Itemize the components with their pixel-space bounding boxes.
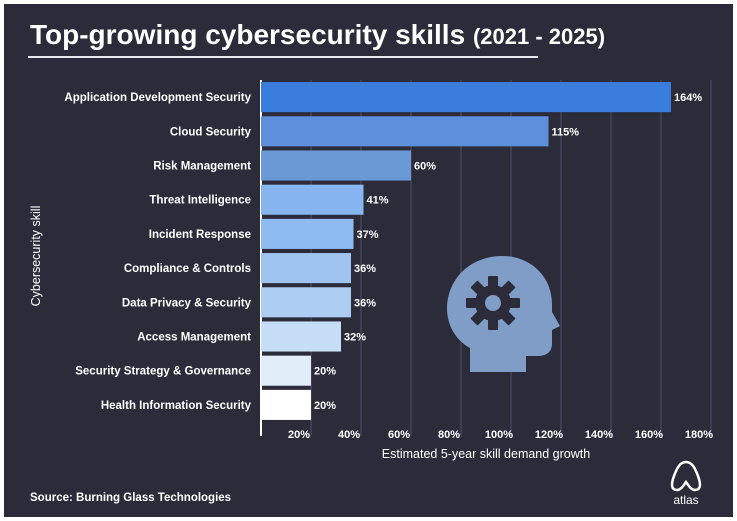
data-label: 164%	[674, 92, 702, 104]
x-tick-labels: 20% 40% 60% 80% 100% 120% 140% 160% 180%	[288, 429, 713, 441]
bar	[261, 287, 351, 318]
title-underline	[28, 56, 538, 58]
category-label: Threat Intelligence	[149, 195, 251, 207]
bar	[261, 82, 671, 113]
x-tick-label: 180%	[685, 429, 713, 441]
data-label: 41%	[367, 195, 389, 207]
data-label: 36%	[354, 297, 376, 309]
data-label: 60%	[414, 161, 436, 173]
x-tick-label: 60%	[388, 429, 410, 441]
category-label: Incident Response	[149, 229, 251, 241]
bars	[261, 82, 671, 420]
data-labels: 164% 115% 60% 41% 37% 36% 36% 32% 20% 20%	[314, 92, 702, 412]
data-label: 20%	[314, 400, 336, 412]
x-tick-label: 40%	[338, 429, 360, 441]
category-label: Compliance & Controls	[124, 263, 251, 275]
x-tick-label: 140%	[585, 429, 613, 441]
category-label: Risk Management	[153, 161, 251, 173]
bar	[261, 218, 354, 249]
bar	[261, 389, 311, 420]
bar	[261, 116, 549, 147]
data-label: 115%	[552, 126, 580, 138]
y-axis-title: Cybersecurity skill	[29, 206, 43, 307]
data-label: 20%	[314, 366, 336, 378]
bar	[261, 355, 311, 386]
title-main: Top-growing cybersecurity skills	[30, 19, 466, 50]
page-title: Top-growing cybersecurity skills (2021 -…	[30, 18, 605, 54]
x-tick-label: 160%	[635, 429, 663, 441]
x-tick-label: 20%	[288, 429, 310, 441]
x-tick-label: 100%	[485, 429, 513, 441]
bar	[261, 150, 411, 181]
category-label: Cloud Security	[170, 126, 252, 138]
bar	[261, 184, 364, 215]
title-year-range: (2021 - 2025)	[472, 24, 606, 49]
category-label: Health Information Security	[101, 400, 252, 412]
source-note: Source: Burning Glass Technologies	[30, 492, 232, 504]
category-label: Data Privacy & Security	[122, 297, 252, 309]
gear-tooth	[508, 298, 520, 308]
gear-hub	[485, 295, 501, 311]
data-label: 32%	[344, 332, 366, 344]
category-label: Access Management	[137, 332, 251, 344]
gear-tooth	[488, 318, 498, 330]
category-label: Security Strategy & Governance	[75, 366, 251, 378]
x-tick-label: 80%	[438, 429, 460, 441]
category-label: Application Development Security	[64, 92, 251, 104]
data-label: 37%	[357, 229, 379, 241]
data-label: 36%	[354, 263, 376, 275]
bar	[261, 253, 351, 284]
head-with-gear-icon	[446, 256, 560, 372]
atlas-logo: atlas	[666, 459, 706, 511]
gear-tooth	[488, 276, 498, 288]
gear-tooth	[466, 298, 478, 308]
atlas-logo-text: atlas	[673, 493, 699, 507]
bar	[261, 321, 341, 352]
x-axis-title: Estimated 5-year skill demand growth	[382, 447, 590, 461]
category-labels: Application Development Security Cloud Se…	[64, 92, 251, 412]
atlas-logo-icon	[670, 460, 702, 492]
x-tick-label: 120%	[535, 429, 563, 441]
